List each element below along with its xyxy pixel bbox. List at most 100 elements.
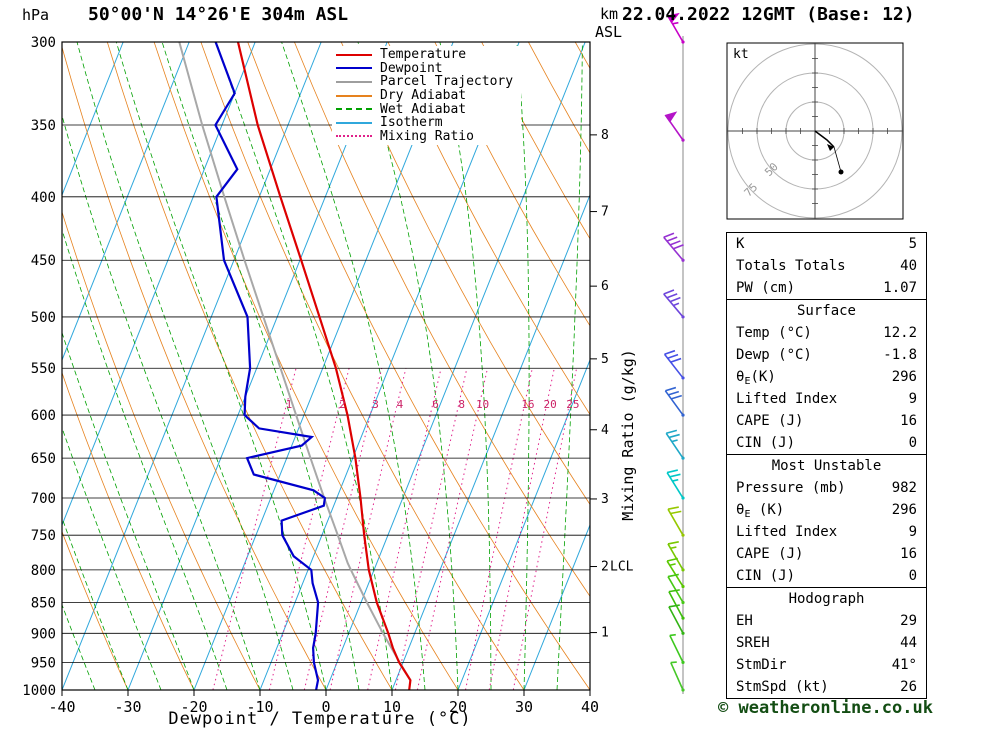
wind-barb: [666, 12, 685, 44]
pressure-tick-label: 900: [31, 626, 56, 642]
wind-barb: [666, 557, 685, 589]
table-row: θE (K) 296: [727, 499, 926, 521]
altitude-unit-asl: ASL: [595, 23, 623, 41]
legend-line-sample: [336, 135, 372, 138]
wind-barb: [670, 661, 685, 692]
legend-line-sample: [336, 94, 372, 97]
km-tick-label: 3: [601, 492, 609, 507]
pressure-tick-label: 950: [31, 655, 56, 671]
pressure-tick-label: 450: [31, 253, 56, 269]
legend-line-sample: [336, 80, 372, 83]
legend-item: Dry Adiabat: [336, 88, 513, 104]
pressure-tick-label: 700: [31, 491, 56, 507]
table-row: StmDir 41°: [727, 654, 926, 676]
km-tick-label: 6: [601, 279, 609, 294]
temp-tick-label: -10: [246, 698, 273, 716]
km-tick-label: 1: [601, 626, 609, 641]
km-tick-label: 5: [601, 352, 609, 367]
table-row-value: 0: [908, 435, 917, 451]
table-row-value: 982: [891, 480, 917, 496]
wind-barb: [663, 232, 685, 262]
wind-barb: [667, 541, 685, 572]
temp-tick-label: 40: [581, 698, 599, 716]
mixing-ratio-value-label: 3: [372, 398, 379, 411]
table-row: CAPE (J) 16: [727, 543, 926, 565]
mixing-ratio-value-label: 16: [521, 398, 534, 411]
table-section-header: Surface: [796, 303, 856, 319]
table-row-value: 0: [908, 568, 917, 584]
copyright: © weatheronline.co.uk: [718, 698, 933, 718]
table-row-value: 40: [900, 258, 917, 274]
table-row-value: -1.8: [883, 347, 917, 363]
table-row-label: Totals Totals: [736, 258, 846, 274]
legend-label: Mixing Ratio: [380, 128, 474, 144]
table-row-label: Lifted Index: [736, 391, 838, 407]
legend-item: Temperature: [336, 47, 513, 63]
pressure-tick-label: 1000: [22, 683, 56, 699]
hodograph-kt-label: kt: [733, 47, 749, 62]
table-row-value: 44: [900, 635, 917, 651]
legend-label: Temperature: [380, 47, 467, 63]
skewt-plot-area: [62, 42, 590, 690]
table-row: StmSpd (kt) 26: [727, 676, 926, 698]
hodograph-arrow: [827, 144, 834, 151]
temp-tick-label: -20: [180, 698, 207, 716]
table-row-label: CIN (J): [736, 568, 796, 584]
legend-line-sample: [336, 121, 372, 124]
temperature-line: [236, 42, 412, 690]
table-row: θE(K) 296: [727, 366, 926, 388]
mixing-ratio-value-label: 6: [432, 398, 439, 411]
temp-tick-label: 20: [449, 698, 467, 716]
legend-item: Mixing Ratio: [336, 128, 513, 144]
mixing-ratio-value-label: 2: [339, 398, 346, 411]
mixing-ratio-value-label: 4: [397, 398, 404, 411]
table-row-label: CIN (J): [736, 435, 796, 451]
km-tick-label: 2: [601, 560, 609, 575]
table-row: Lifted Index 9: [727, 521, 926, 543]
mixing-ratio-value-label: 8: [458, 398, 465, 411]
wind-barb: [668, 604, 685, 635]
table-row-label: θE (K): [736, 502, 785, 520]
mixing-ratio-axis-label: Mixing Ratio (g/kg): [619, 349, 637, 521]
table-row-label: Pressure (mb): [736, 480, 846, 496]
wind-barb: [667, 573, 685, 605]
table-section: Hodograph EH 29 SREH 44 StmDir 41° StmSpd (kt) 2…: [727, 587, 926, 698]
table-row-label: CAPE (J): [736, 546, 804, 562]
pressure-tick-label: 350: [31, 118, 56, 134]
pressure-tick-label: 300: [31, 35, 56, 51]
table-row-label: Temp (°C): [736, 325, 812, 341]
pressure-tick-label: 750: [31, 528, 56, 544]
legend-item: Wet Adiabat: [336, 101, 513, 117]
table-row-label: SREH: [736, 635, 770, 651]
page-title: 50°00'N 14°26'E 304m ASL: [88, 4, 349, 25]
mixing-ratio-value-label: 1: [286, 398, 293, 411]
table-row: Pressure (mb) 982: [727, 477, 926, 499]
table-row: SREH 44: [727, 632, 926, 654]
temp-tick-label: -40: [48, 698, 75, 716]
wind-barb: [667, 506, 685, 537]
km-tick-label: 7: [601, 205, 609, 220]
legend-label: Wet Adiabat: [380, 101, 467, 117]
table-section-header: Most Unstable: [771, 458, 882, 474]
wind-barb: [669, 633, 685, 664]
table-row: CIN (J) 0: [727, 565, 926, 587]
wind-barb: [663, 289, 685, 319]
legend-item: Parcel Trajectory: [336, 74, 514, 90]
wind-barb: [664, 386, 685, 417]
chart-legend: Temperature Dewpoint Parcel Trajectory Dry …: [332, 46, 522, 146]
table-section-header: Hodograph: [788, 591, 865, 607]
wind-barb: [665, 429, 685, 460]
pressure-tick-label: 550: [31, 361, 56, 377]
mixing-ratio-value-label: 10: [476, 398, 489, 411]
table-row-value: 12.2: [883, 325, 917, 341]
table-row: CAPE (J) 16: [727, 410, 926, 432]
table-row-label: PW (cm): [736, 280, 796, 296]
temp-tick-label: 10: [383, 698, 401, 716]
legend-label: Dry Adiabat: [380, 88, 467, 104]
table-row-value: 1.07: [883, 280, 917, 296]
lcl-label: LCL: [610, 560, 634, 575]
table-row: Temp (°C) 12.2: [727, 322, 926, 344]
table-row-value: 5: [908, 236, 917, 252]
legend-label: Parcel Trajectory: [380, 74, 514, 90]
